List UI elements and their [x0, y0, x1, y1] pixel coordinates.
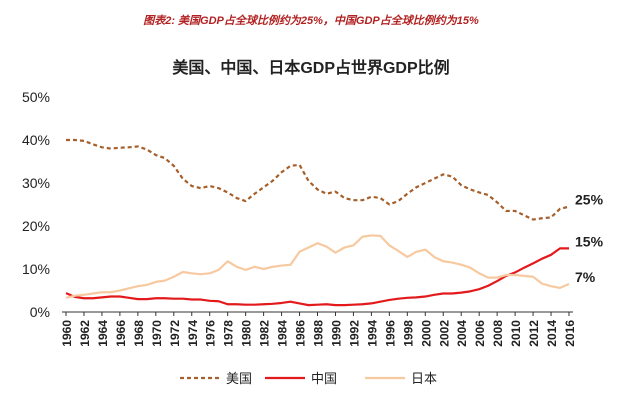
- x-tick-label: 1984: [276, 320, 290, 347]
- x-tick-label: 1972: [168, 320, 182, 347]
- x-tick-label: 2014: [545, 320, 559, 347]
- x-tick-label: 1996: [383, 320, 397, 347]
- x-tick-label: 1960: [60, 320, 74, 347]
- legend-label: 美国: [226, 371, 252, 386]
- end-label: 7%: [575, 269, 596, 285]
- x-tick-label: 1986: [294, 320, 308, 347]
- x-tick-label: 2004: [455, 320, 469, 347]
- x-tick-label: 2008: [491, 320, 505, 347]
- y-tick-label: 50%: [22, 89, 50, 105]
- x-tick-label: 1998: [401, 320, 415, 347]
- x-tick-label: 1990: [329, 320, 343, 347]
- x-tick-label: 1966: [114, 320, 128, 347]
- y-tick-label: 20%: [22, 218, 50, 234]
- x-tick-label: 2012: [527, 320, 541, 347]
- y-tick-label: 10%: [22, 261, 50, 277]
- x-tick-label: 1962: [78, 320, 92, 347]
- y-tick-label: 40%: [22, 132, 50, 148]
- x-tick-label: 2010: [509, 320, 523, 347]
- legend-label: 日本: [411, 371, 437, 386]
- legend-label: 中国: [311, 371, 337, 386]
- x-tick-label: 2000: [419, 320, 433, 347]
- x-tick-label: 1978: [222, 320, 236, 347]
- end-label: 15%: [575, 233, 604, 249]
- x-tick-label: 2006: [473, 320, 487, 347]
- series-line: [65, 247, 569, 307]
- x-tick-label: 1988: [312, 320, 326, 347]
- chart-title: 美国、中国、日本GDP占世界GDP比例: [172, 58, 449, 77]
- series-line: [66, 138, 570, 221]
- chart-caption: 图表2: 美国GDP占全球比例约为25%，中国GDP占全球比例约为15%: [143, 14, 479, 27]
- x-tick-label: 1992: [347, 320, 361, 347]
- x-tick-label: 1976: [204, 320, 218, 347]
- x-tick-label: 1968: [132, 320, 146, 347]
- x-tick-label: 1974: [186, 320, 200, 347]
- x-tick-label: 2002: [437, 320, 451, 347]
- x-tick-label: 1994: [365, 320, 379, 347]
- x-tick-label: 1964: [96, 320, 110, 347]
- x-tick-label: 1970: [150, 320, 164, 347]
- x-tick-label: 1982: [258, 320, 272, 347]
- y-tick-label: 30%: [22, 175, 50, 191]
- y-tick-label: 0%: [30, 304, 50, 320]
- series-line: [65, 234, 570, 299]
- x-tick-label: 2016: [563, 320, 577, 347]
- end-label: 25%: [575, 192, 604, 208]
- x-tick-label: 1980: [240, 320, 254, 347]
